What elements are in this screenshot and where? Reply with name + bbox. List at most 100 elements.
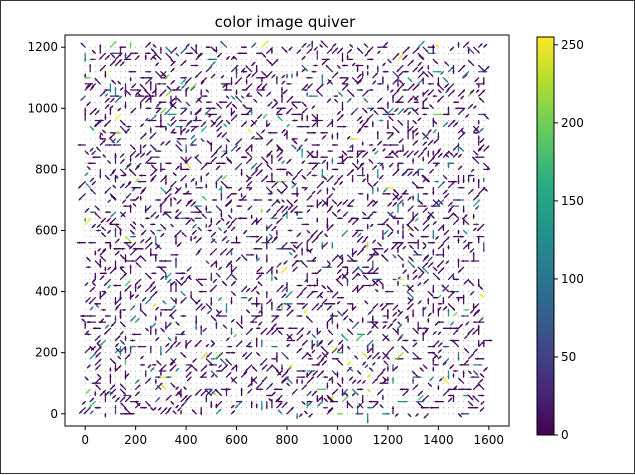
quiver-dot xyxy=(403,316,404,317)
quiver-dot xyxy=(312,254,313,255)
quiver-dot xyxy=(387,346,388,347)
quiver-dot xyxy=(130,132,131,133)
quiver-dot xyxy=(95,389,96,390)
quiver-dot xyxy=(115,273,116,274)
quiver-arrowhead xyxy=(238,242,240,244)
quiver-dot xyxy=(105,407,106,408)
quiver-dot xyxy=(246,389,247,390)
quiver-dot xyxy=(155,352,156,353)
quiver-dot xyxy=(271,248,272,249)
quiver-dot xyxy=(473,163,474,164)
quiver-dot xyxy=(297,59,298,60)
quiver-dot xyxy=(428,102,429,103)
quiver-dot xyxy=(292,322,293,323)
quiver-arrowhead xyxy=(194,119,196,121)
quiver-dot xyxy=(337,261,338,262)
quiver-arrowhead xyxy=(114,248,116,250)
quiver-arrowhead xyxy=(158,150,160,152)
quiver-arrowhead xyxy=(190,52,192,54)
quiver-dot xyxy=(241,371,242,372)
quiver-dot xyxy=(221,407,222,408)
quiver-dot xyxy=(140,383,141,384)
quiver-dot xyxy=(468,236,469,237)
quiver-dot xyxy=(246,413,247,414)
quiver-dot xyxy=(458,163,459,164)
quiver-dot xyxy=(443,132,444,133)
quiver-dot xyxy=(408,364,409,365)
quiver-dot xyxy=(261,413,262,414)
quiver-dot xyxy=(191,352,192,353)
quiver-dot xyxy=(181,254,182,255)
quiver-dot xyxy=(226,200,227,201)
quiver-dot xyxy=(307,65,308,66)
quiver-arrowhead xyxy=(207,101,209,103)
quiver-arrowhead xyxy=(112,52,114,54)
quiver-arrowhead xyxy=(155,85,157,87)
quiver-dot xyxy=(362,132,363,133)
quiver-dot xyxy=(448,413,449,414)
quiver-dot xyxy=(327,340,328,341)
quiver-dot xyxy=(463,407,464,408)
quiver-dot xyxy=(206,65,207,66)
quiver-arrowhead xyxy=(104,75,106,77)
quiver-dot xyxy=(307,193,308,194)
quiver-dot xyxy=(428,77,429,78)
quiver-arrowhead xyxy=(183,272,185,274)
quiver-dot xyxy=(453,407,454,408)
quiver-dot xyxy=(261,371,262,372)
quiver-dot xyxy=(372,71,373,72)
quiver-dot xyxy=(181,236,182,237)
quiver-dot xyxy=(473,83,474,84)
quiver-dot xyxy=(352,83,353,84)
quiver-dot xyxy=(276,65,277,66)
quiver-dot xyxy=(191,334,192,335)
quiver-dot xyxy=(372,230,373,231)
quiver-dot xyxy=(251,163,252,164)
quiver-dot xyxy=(110,334,111,335)
quiver-dot xyxy=(292,401,293,402)
quiver-dot xyxy=(256,83,257,84)
quiver-arrowhead xyxy=(228,345,230,347)
quiver-dot xyxy=(478,102,479,103)
quiver-dot xyxy=(352,413,353,414)
quiver-dot xyxy=(95,291,96,292)
quiver-dot xyxy=(322,187,323,188)
quiver-dot xyxy=(387,53,388,54)
quiver-dot xyxy=(352,316,353,317)
quiver-dot xyxy=(362,303,363,304)
quiver-dot xyxy=(150,303,151,304)
quiver-arrowhead xyxy=(195,183,197,185)
quiver-arrowhead xyxy=(261,340,263,342)
quiver-arrowhead xyxy=(122,248,124,250)
quiver-dot xyxy=(377,316,378,317)
quiver-dot xyxy=(135,309,136,310)
quiver-dot xyxy=(276,383,277,384)
quiver-dot xyxy=(191,303,192,304)
quiver-arrowhead xyxy=(256,257,258,259)
quiver-dot xyxy=(211,200,212,201)
quiver-dot xyxy=(408,401,409,402)
quiver-dot xyxy=(428,371,429,372)
quiver-dot xyxy=(372,175,373,176)
quiver-dot xyxy=(438,218,439,219)
quiver-arrowhead xyxy=(155,318,157,320)
quiver-dot xyxy=(352,108,353,109)
quiver-dot xyxy=(145,138,146,139)
quiver-dot xyxy=(382,279,383,280)
quiver-dot xyxy=(221,261,222,262)
quiver-dot xyxy=(337,83,338,84)
quiver-dot xyxy=(181,47,182,48)
quiver-arrowhead xyxy=(133,235,135,237)
quiver-dot xyxy=(292,169,293,170)
quiver-dot xyxy=(196,267,197,268)
quiver-dot xyxy=(367,230,368,231)
quiver-dot xyxy=(428,169,429,170)
quiver-dot xyxy=(362,138,363,139)
quiver-dot xyxy=(125,77,126,78)
quiver-dot xyxy=(100,371,101,372)
quiver-dot xyxy=(468,206,469,207)
quiver-dot xyxy=(292,151,293,152)
quiver-dot xyxy=(191,383,192,384)
quiver-arrowhead xyxy=(235,92,238,94)
quiver-dot xyxy=(438,126,439,127)
